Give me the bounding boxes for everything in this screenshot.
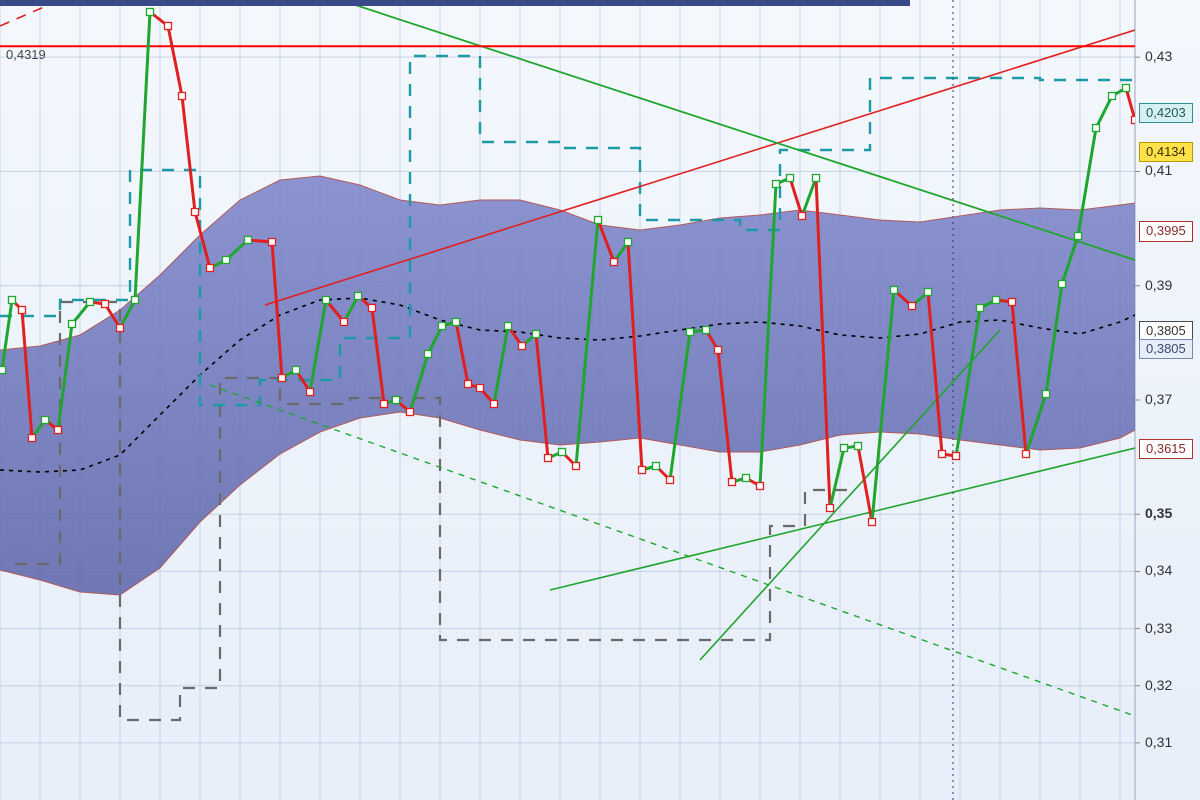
- ref-line-label: 0,4319: [2, 48, 50, 61]
- chart-svg: [0, 0, 1200, 800]
- y-tick-label: 0,39: [1141, 278, 1176, 292]
- y-tick-label: 0,34: [1141, 563, 1176, 577]
- y-tick-label: 0,35: [1141, 506, 1176, 520]
- price-tag: 0,3995: [1139, 221, 1193, 241]
- price-chart[interactable]: 0,4319 0,310,320,330,340,350,370,390,410…: [0, 0, 1200, 800]
- y-tick-label: 0,37: [1141, 392, 1176, 406]
- y-tick-label: 0,43: [1141, 49, 1176, 63]
- y-tick-label: 0,32: [1141, 678, 1176, 692]
- y-tick-label: 0,31: [1141, 735, 1176, 749]
- y-tick-label: 0,41: [1141, 163, 1176, 177]
- price-tag: 0,4203: [1139, 103, 1193, 123]
- price-tag: 0,3615: [1139, 439, 1193, 459]
- price-tag: 0,4134: [1139, 142, 1193, 162]
- y-tick-label: 0,33: [1141, 621, 1176, 635]
- price-tag: 0,3805: [1139, 339, 1193, 359]
